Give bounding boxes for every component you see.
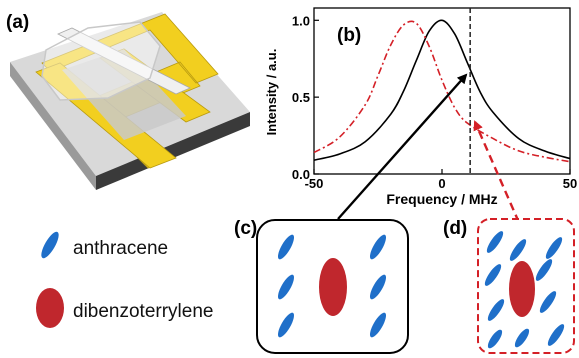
- silver-strip: [57, 27, 191, 95]
- anthracene-molecule: [369, 312, 387, 338]
- x-tick-group: -50 0 50: [305, 169, 577, 191]
- panel-label-a: (a): [6, 12, 29, 33]
- anthracene-molecule: [487, 299, 505, 321]
- anthracene-molecule: [514, 328, 530, 348]
- anthracene-molecule: [487, 329, 503, 349]
- substrate-side: [96, 112, 250, 190]
- anthracene-molecule: [369, 234, 387, 260]
- y-tick-label: 0.0: [292, 167, 310, 182]
- anthracene-molecule: [369, 274, 387, 300]
- black-arrow: [337, 73, 468, 220]
- anthracene-molecule: [277, 234, 295, 260]
- x-tick-label: 50: [563, 176, 577, 191]
- anthracene-molecule: [277, 312, 295, 338]
- electrode-gap: [62, 49, 186, 140]
- y-tick-group: 0.0 0.5 1.0: [292, 13, 319, 182]
- legend-anthracene-icon: [41, 231, 59, 259]
- panel-label-d: (d): [443, 218, 467, 239]
- anthracene-molecule: [509, 239, 527, 261]
- crystal-flake: [41, 21, 161, 101]
- legend: anthracene dibenzoterrylene: [36, 231, 213, 328]
- anthracene-molecule: [486, 231, 504, 253]
- legend-dibenzoterrylene-label: dibenzoterrylene: [73, 301, 213, 322]
- spectrum-chart: -50 0 50 0.0 0.5 1.0 (b) Frequency / MHz Int…: [264, 7, 577, 207]
- anthracene-molecule: [545, 237, 563, 259]
- dibenzoterrylene-molecule: [319, 258, 347, 316]
- x-tick-label: -50: [305, 176, 324, 191]
- series-dashdot-line: [313, 20, 571, 163]
- panel-label-c: (c): [234, 218, 257, 239]
- dibenzoterrylene-molecule: [509, 261, 535, 317]
- anthracene-molecule: [484, 264, 502, 286]
- anthracene-molecule: [539, 291, 557, 313]
- anthracene-molecule: [547, 324, 565, 346]
- x-tick-label: 0: [438, 176, 445, 191]
- series-solid-line: [313, 19, 571, 161]
- panel-c-lattice: [277, 234, 387, 338]
- legend-anthracene-label: anthracene: [73, 238, 168, 259]
- red-dashed-arrow: [473, 120, 526, 235]
- panel-label-b: (b): [337, 25, 361, 46]
- panel-d-lattice: [484, 231, 565, 349]
- y-axis-label: Intensity / a.u.: [264, 49, 279, 136]
- y-tick-label: 1.0: [292, 13, 310, 28]
- device-illustration: [10, 12, 250, 190]
- x-axis-label: Frequency / MHz: [386, 191, 497, 207]
- legend-dibenzoterrylene-icon: [36, 288, 64, 328]
- anthracene-molecule: [277, 274, 295, 300]
- substrate-front: [10, 62, 96, 190]
- anthracene-molecule: [535, 259, 553, 281]
- y-tick-label: 0.5: [292, 90, 310, 105]
